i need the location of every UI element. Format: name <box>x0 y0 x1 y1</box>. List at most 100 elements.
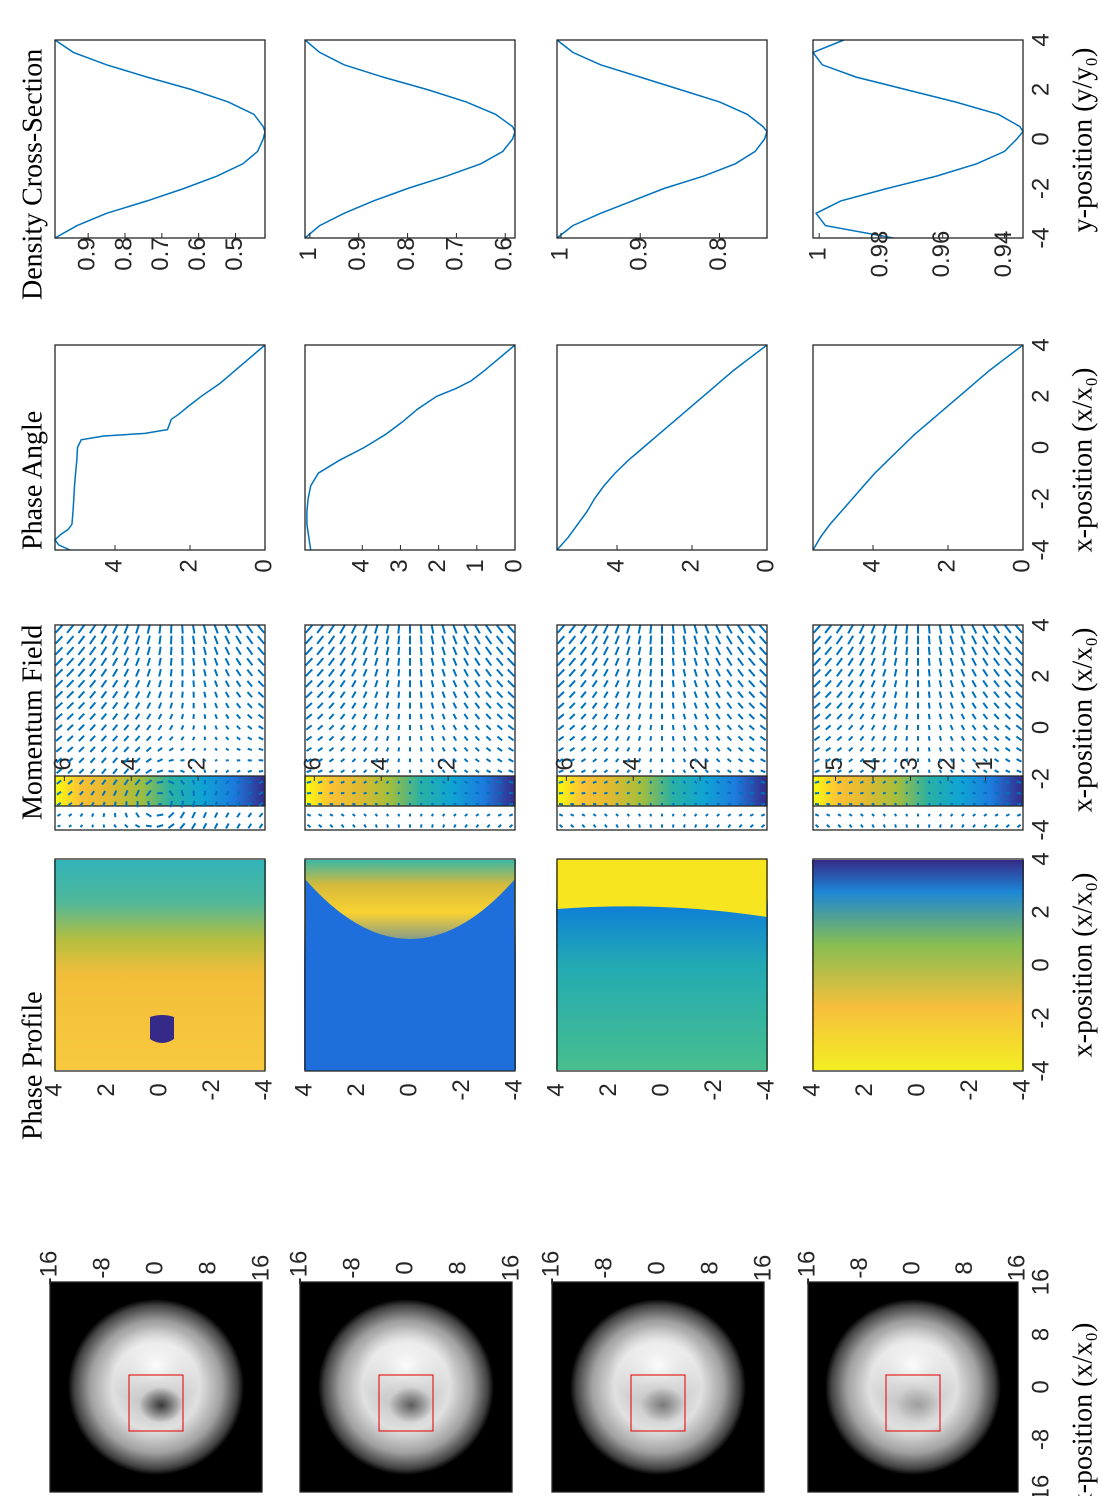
momentum-vector <box>112 735 119 742</box>
momentum-vector <box>430 713 435 720</box>
momentum-vector <box>847 646 854 656</box>
momentum-vector <box>982 679 989 688</box>
colorbar-tick-label: 1 <box>971 757 998 770</box>
momentum-vector <box>77 679 86 688</box>
momentum-vector <box>682 713 687 720</box>
momentum-vector <box>169 724 174 731</box>
momentum-vector <box>848 746 854 752</box>
momentum-vector <box>496 735 503 742</box>
momentum-vector <box>123 724 130 731</box>
momentum-vector <box>938 646 943 656</box>
momentum-vector <box>305 735 313 742</box>
momentum-vector <box>235 691 242 698</box>
momentum-vector <box>374 635 379 645</box>
y-tick-label: 4 <box>542 1083 569 1096</box>
colorbar-tick-label: 4 <box>858 757 885 770</box>
momentum-vector <box>484 646 493 656</box>
momentum-vector <box>89 701 97 710</box>
momentum-vector <box>225 823 230 829</box>
momentum-vector <box>960 624 966 634</box>
momentum-vector <box>57 824 61 828</box>
momentum-vector <box>715 668 721 677</box>
momentum-vector <box>305 713 313 720</box>
momentum-vector <box>363 813 367 817</box>
momentum-vector <box>715 624 722 634</box>
momentum-vector <box>419 724 423 731</box>
momentum-vector <box>615 824 619 828</box>
momentum-vector <box>397 769 401 774</box>
momentum-vector <box>927 736 931 741</box>
momentum-vector <box>350 624 357 634</box>
momentum-vector <box>397 791 401 795</box>
momentum-vector <box>614 735 620 742</box>
momentum-vector <box>89 690 97 699</box>
momentum-vector <box>363 769 368 774</box>
y-tick-label: 4 <box>798 1083 825 1096</box>
momentum-vector <box>419 657 423 666</box>
momentum-vector <box>474 679 481 688</box>
momentum-vector <box>463 624 470 634</box>
momentum-vector <box>214 725 218 730</box>
momentum-vector <box>603 702 609 709</box>
momentum-vector <box>146 646 151 656</box>
momentum-vector <box>214 736 218 741</box>
momentum-vector <box>626 758 631 763</box>
momentum-vector <box>626 802 630 806</box>
momentum-vector <box>749 769 755 774</box>
momentum-vector <box>848 769 853 774</box>
momentum-vector <box>486 823 491 829</box>
momentum-vector <box>982 646 989 656</box>
momentum-vector <box>671 713 675 720</box>
momentum-vector <box>825 758 831 763</box>
momentum-vector <box>374 758 379 763</box>
momentum-vector <box>950 791 954 795</box>
momentum-vector <box>496 702 504 709</box>
momentum-vector <box>419 791 423 795</box>
momentum-vector <box>603 691 609 699</box>
momentum-vector <box>716 791 720 795</box>
momentum-vector <box>1004 691 1012 699</box>
momentum-vector <box>993 724 1000 731</box>
momentum-vector <box>715 691 721 699</box>
momentum-vector <box>430 791 434 795</box>
momentum-vector <box>993 746 1000 752</box>
momentum-vector <box>508 813 514 817</box>
momentum-vector <box>824 668 832 677</box>
momentum-vector <box>835 635 844 645</box>
momentum-vector <box>340 769 345 774</box>
momentum-vector <box>214 713 218 720</box>
momentum-vector <box>760 769 766 774</box>
momentum-vector <box>637 691 642 699</box>
momentum-vector <box>671 813 675 817</box>
momentum-vector <box>145 779 153 786</box>
roi-box <box>885 1374 941 1432</box>
momentum-vector <box>464 791 468 795</box>
momentum-vector <box>78 735 85 742</box>
y-tick-label: 0.5 <box>221 237 248 270</box>
momentum-vector <box>939 824 942 828</box>
x-tick-label: -2 <box>1027 1007 1054 1028</box>
momentum-vector <box>203 669 207 677</box>
momentum-vector <box>474 691 481 699</box>
momentum-vector <box>626 780 631 784</box>
momentum-vector <box>704 758 709 763</box>
momentum-vector <box>236 780 241 785</box>
axes-frame <box>812 624 1024 831</box>
momentum-vector <box>397 713 401 720</box>
momentum-vector <box>626 769 631 774</box>
momentum-vector <box>258 791 264 796</box>
momentum-vector <box>960 758 965 763</box>
momentum-vector <box>54 624 64 634</box>
momentum-vector <box>329 823 334 829</box>
momentum-vector <box>66 668 75 678</box>
momentum-vector <box>671 747 675 752</box>
y-tick-label: 0 <box>752 559 779 572</box>
momentum-vector <box>960 724 966 731</box>
momentum-vector <box>463 746 469 752</box>
momentum-vector <box>135 624 140 634</box>
x-tick-label: -16 <box>1027 1475 1054 1496</box>
momentum-vector <box>859 769 865 774</box>
momentum-vector <box>1004 746 1011 752</box>
momentum-vector <box>66 746 74 753</box>
